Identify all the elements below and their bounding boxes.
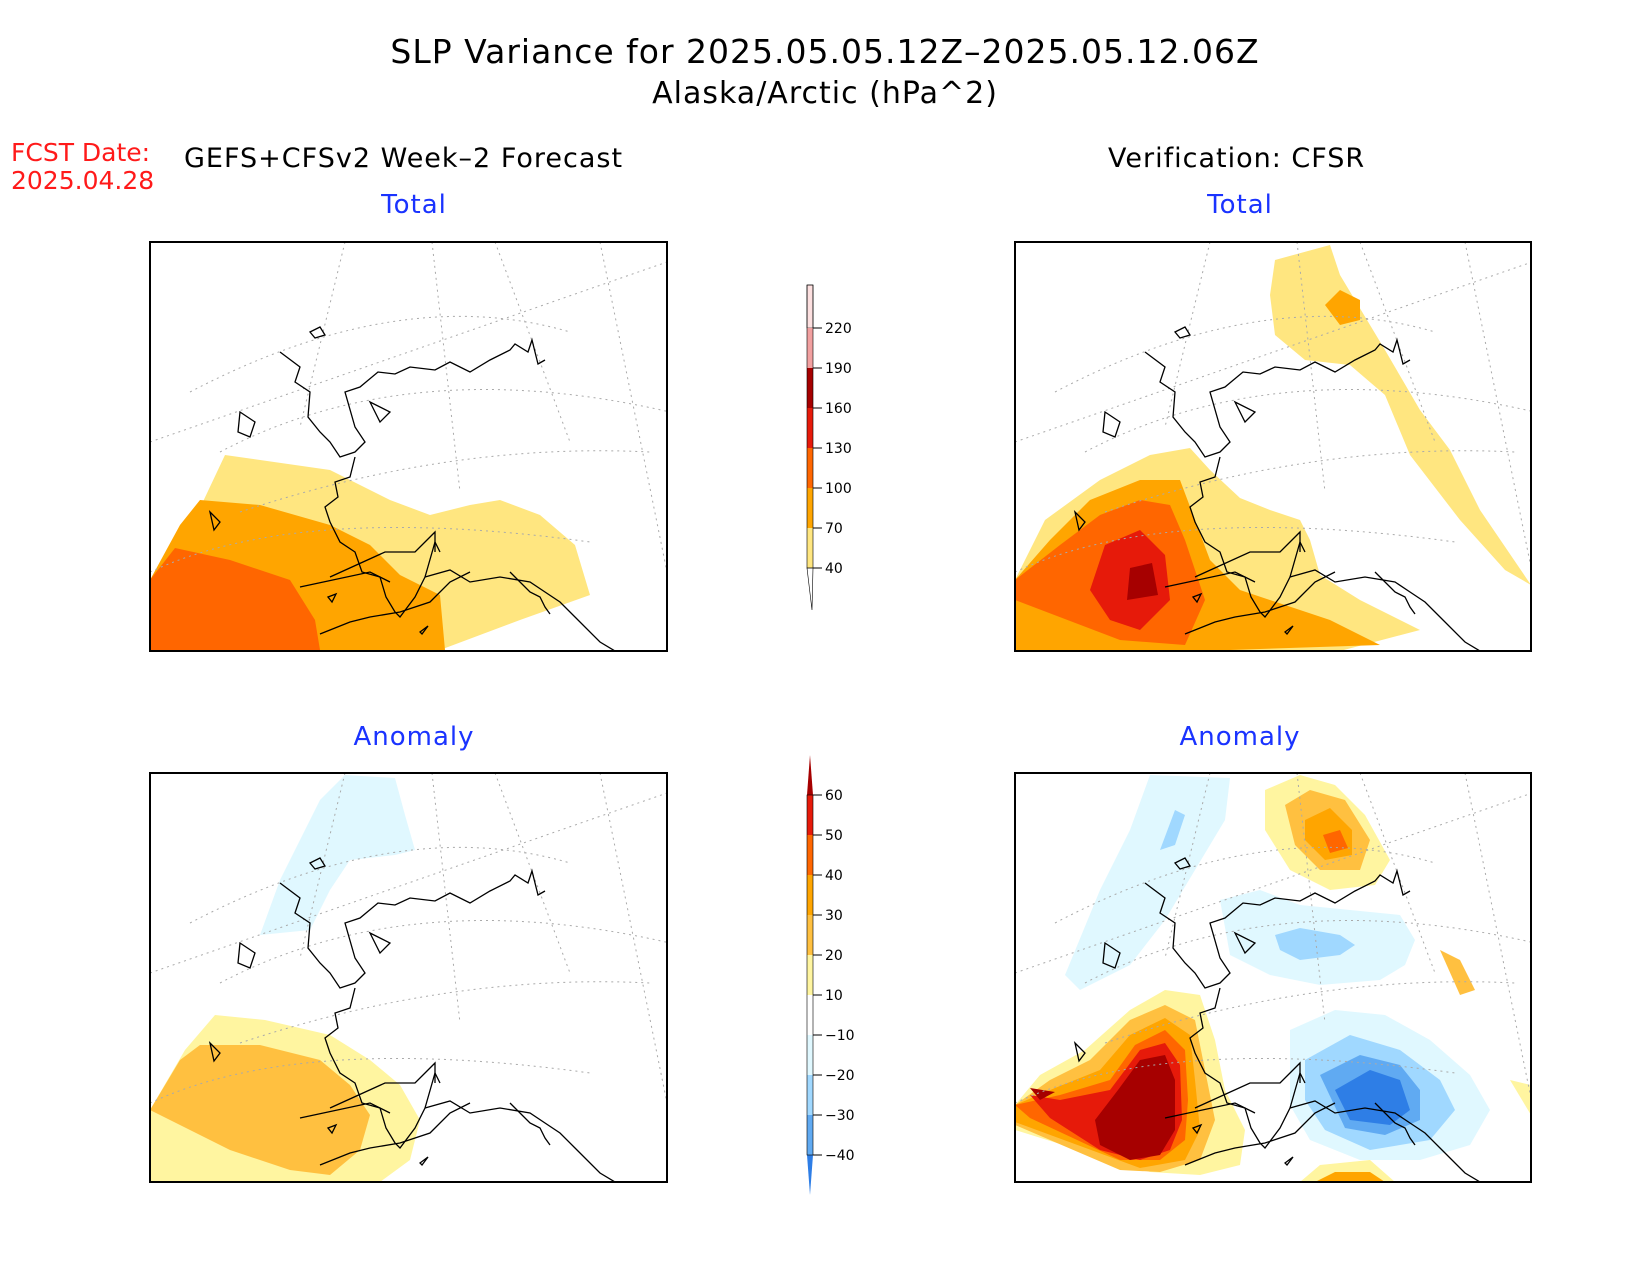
forecast-total-map (149, 241, 668, 652)
anomaly-colorbar-label-30: 30 (825, 908, 843, 924)
anomaly-colorbar-label-50: 50 (825, 828, 843, 844)
anomaly-colorbar-label-60: 60 (825, 788, 843, 804)
total-colorbar-label-160: 160 (825, 401, 852, 417)
verification-total-map (1014, 241, 1532, 652)
total-colorbar-label-100: 100 (825, 481, 852, 497)
total-colorbar-label-40: 40 (825, 561, 843, 577)
map-subtitle: Alaska/Arctic (hPa^2) (652, 76, 998, 111)
anomaly-colorbar-label-neg20: −20 (825, 1068, 855, 1084)
anomaly-colorbar-label-10: 10 (825, 988, 843, 1004)
total-colorbar-label-220: 220 (825, 321, 852, 337)
total-colorbar-label-190: 190 (825, 361, 852, 377)
total-colorbar-label-130: 130 (825, 441, 852, 457)
map-title: SLP Variance for 2025.05.05.12Z–2025.05.… (390, 32, 1260, 71)
anomaly-colorbar-label-neg30: −30 (825, 1108, 855, 1124)
panel-title-forecast-total: Total (381, 190, 447, 220)
anomaly-colorbar-label-20: 20 (825, 948, 843, 964)
anomaly-colorbar-label-40: 40 (825, 868, 843, 884)
forecast-date-label: FCST Date: (11, 138, 151, 167)
panel-title-forecast-anomaly: Anomaly (353, 722, 475, 752)
verification-anomaly-map (1014, 772, 1532, 1183)
total-colorbar-label-70: 70 (825, 521, 843, 537)
forecast-column-header: GEFS+CFSv2 Week–2 Forecast (184, 143, 624, 174)
anomaly-colorbar: 60 50 40 30 20 10 −10 −20 −30 −40 (806, 755, 855, 1195)
panel-title-verification-anomaly: Anomaly (1179, 722, 1301, 752)
anomaly-colorbar-label-neg10: −10 (825, 1028, 855, 1044)
forecast-anomaly-map (149, 772, 668, 1183)
verification-column-header: Verification: CFSR (1108, 143, 1366, 174)
forecast-date-value: 2025.04.28 (11, 166, 155, 195)
anomaly-colorbar-label-neg40: −40 (825, 1148, 855, 1164)
total-colorbar: 220 190 160 130 100 70 40 (806, 284, 852, 611)
panel-title-verification-total: Total (1207, 190, 1273, 220)
